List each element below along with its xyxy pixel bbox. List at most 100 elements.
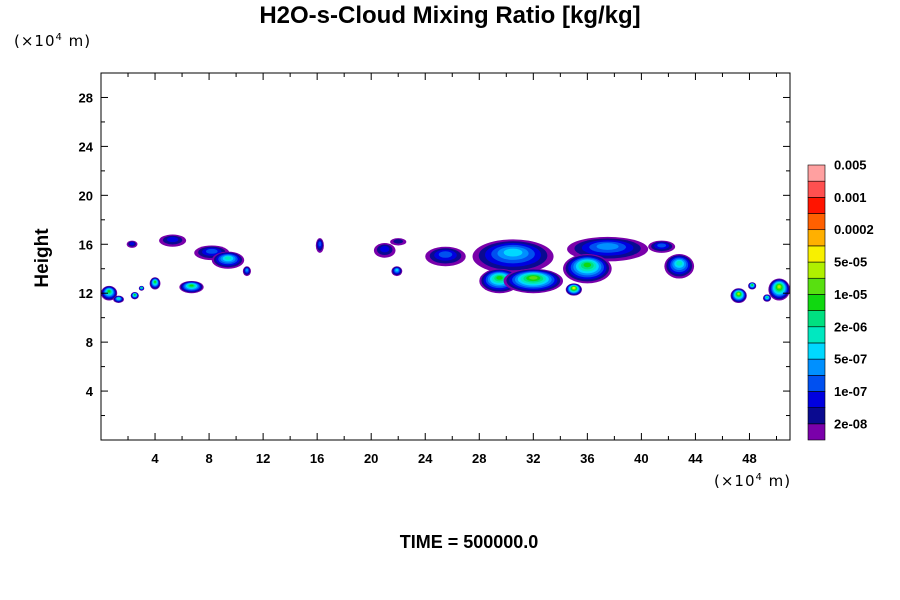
cloud-contour <box>496 275 503 280</box>
colorbar-swatch <box>807 342 826 360</box>
cloud-contour <box>503 248 523 257</box>
cloud-patch <box>648 240 676 253</box>
y-tick-label: 20 <box>79 188 93 203</box>
cloud-contour <box>393 239 404 244</box>
colorbar-swatch <box>807 423 826 441</box>
cloud-patch <box>390 238 407 246</box>
colorbar: 2e-08 1e-07 5e-07 2e-06 1e-05 5e-05 0.0002 0.00… <box>807 158 874 441</box>
cloud-patch <box>768 278 790 301</box>
colorbar-swatch <box>807 261 826 279</box>
y-tick-label: 12 <box>79 286 93 301</box>
y-tick-label: 4 <box>86 384 94 399</box>
cloud-contour <box>766 296 768 298</box>
cloud-contour <box>438 251 453 258</box>
cloud-contour <box>751 284 753 286</box>
colorbar-swatch <box>807 164 826 182</box>
cloud-patch <box>373 243 396 258</box>
colorbar-swatch <box>807 407 826 425</box>
cloud-patch <box>179 280 204 294</box>
plot-frame <box>100 72 791 441</box>
x-tick-label: 40 <box>634 451 648 466</box>
cloud-contour <box>529 276 538 280</box>
cloud-contour <box>107 290 111 293</box>
cloud-contour <box>583 262 592 268</box>
y-scale-note: (×104 m) <box>14 32 91 50</box>
cloud-patch <box>425 246 466 267</box>
cloud-contour <box>154 280 156 283</box>
y-tick-label: 24 <box>79 139 94 154</box>
cloud-contour <box>140 286 143 289</box>
y-axis: 4 8 12 16 20 24 28 <box>79 90 790 417</box>
cloud-contour <box>676 260 683 266</box>
cloud-patch <box>159 234 187 247</box>
cloud-patch <box>748 282 757 290</box>
cloud-patch <box>113 295 124 303</box>
cloud-contour <box>318 241 322 247</box>
cloud-patch <box>315 238 324 253</box>
cloud-patch <box>211 251 245 269</box>
cloud-patch <box>563 254 612 284</box>
cloud-patch <box>503 268 564 294</box>
cloud-patch <box>567 236 649 262</box>
x-axis: 4 8 12 16 20 24 28 32 36 40 44 48 <box>127 73 777 466</box>
cloud-patch <box>149 277 161 290</box>
cloud-contour <box>205 248 218 254</box>
colorbar-swatch <box>807 197 826 214</box>
cloud-patch <box>242 266 251 277</box>
cloud-contour <box>224 256 232 260</box>
cloud-contour <box>737 292 740 295</box>
colorbar-swatch <box>807 326 826 344</box>
cloud-contour <box>572 287 575 289</box>
x-tick-label: 16 <box>310 451 324 466</box>
cloud-contour <box>596 243 619 250</box>
cloud-contour <box>657 243 667 248</box>
y-tick-label: 16 <box>79 237 93 252</box>
colorbar-swatch <box>807 294 826 311</box>
colorbar-label: 1e-05 <box>834 287 867 302</box>
x-scale-exponent: 4 <box>755 472 763 483</box>
cloud-contour <box>129 242 135 246</box>
colorbar-swatch <box>807 358 826 376</box>
cloud-field <box>101 234 790 303</box>
cloud-contour <box>245 268 249 272</box>
x-scale-unit: m) <box>762 472 792 490</box>
y-tick-label: 8 <box>86 335 93 350</box>
chart-title: H2O-s-Cloud Mixing Ratio [kg/kg] <box>259 2 641 29</box>
cloud-contour <box>395 268 399 272</box>
cloud-patch <box>130 291 139 300</box>
colorbar-swatch <box>807 310 826 328</box>
y-tick-label: 28 <box>79 90 93 105</box>
x-tick-label: 12 <box>256 451 270 466</box>
colorbar-label: 1e-07 <box>834 384 867 399</box>
x-scale-note: (×104 m) <box>714 472 791 490</box>
cloud-contour <box>777 285 781 289</box>
x-tick-label: 32 <box>526 451 540 466</box>
x-tick-label: 44 <box>688 451 703 466</box>
cloud-contour <box>189 284 194 287</box>
cloud-patch <box>391 266 403 277</box>
colorbar-label: 2e-06 <box>834 319 867 334</box>
cloud-patch <box>138 285 145 291</box>
colorbar-swatch <box>807 245 826 263</box>
cloud-contour <box>166 236 179 243</box>
y-scale-prefix: (×10 <box>14 32 56 50</box>
x-tick-label: 8 <box>205 451 212 466</box>
cloud-contour <box>133 293 136 296</box>
x-scale-prefix: (×10 <box>714 472 756 490</box>
colorbar-swatch <box>807 229 826 247</box>
x-tick-label: 4 <box>151 451 159 466</box>
y-axis-label: Height <box>32 228 53 288</box>
cloud-patch <box>472 239 554 274</box>
cloud-patch <box>762 294 772 302</box>
cloud-patch <box>664 254 695 279</box>
colorbar-label: 0.0002 <box>834 222 874 237</box>
colorbar-swatch <box>807 391 826 408</box>
x-tick-label: 20 <box>364 451 378 466</box>
colorbar-swatch <box>807 277 826 295</box>
colorbar-swatch <box>807 180 826 198</box>
colorbar-label: 0.001 <box>834 190 867 205</box>
colorbar-label: 5e-05 <box>834 255 867 270</box>
time-footer: TIME = 500000.0 <box>399 532 539 552</box>
cloud-contour <box>117 297 120 300</box>
